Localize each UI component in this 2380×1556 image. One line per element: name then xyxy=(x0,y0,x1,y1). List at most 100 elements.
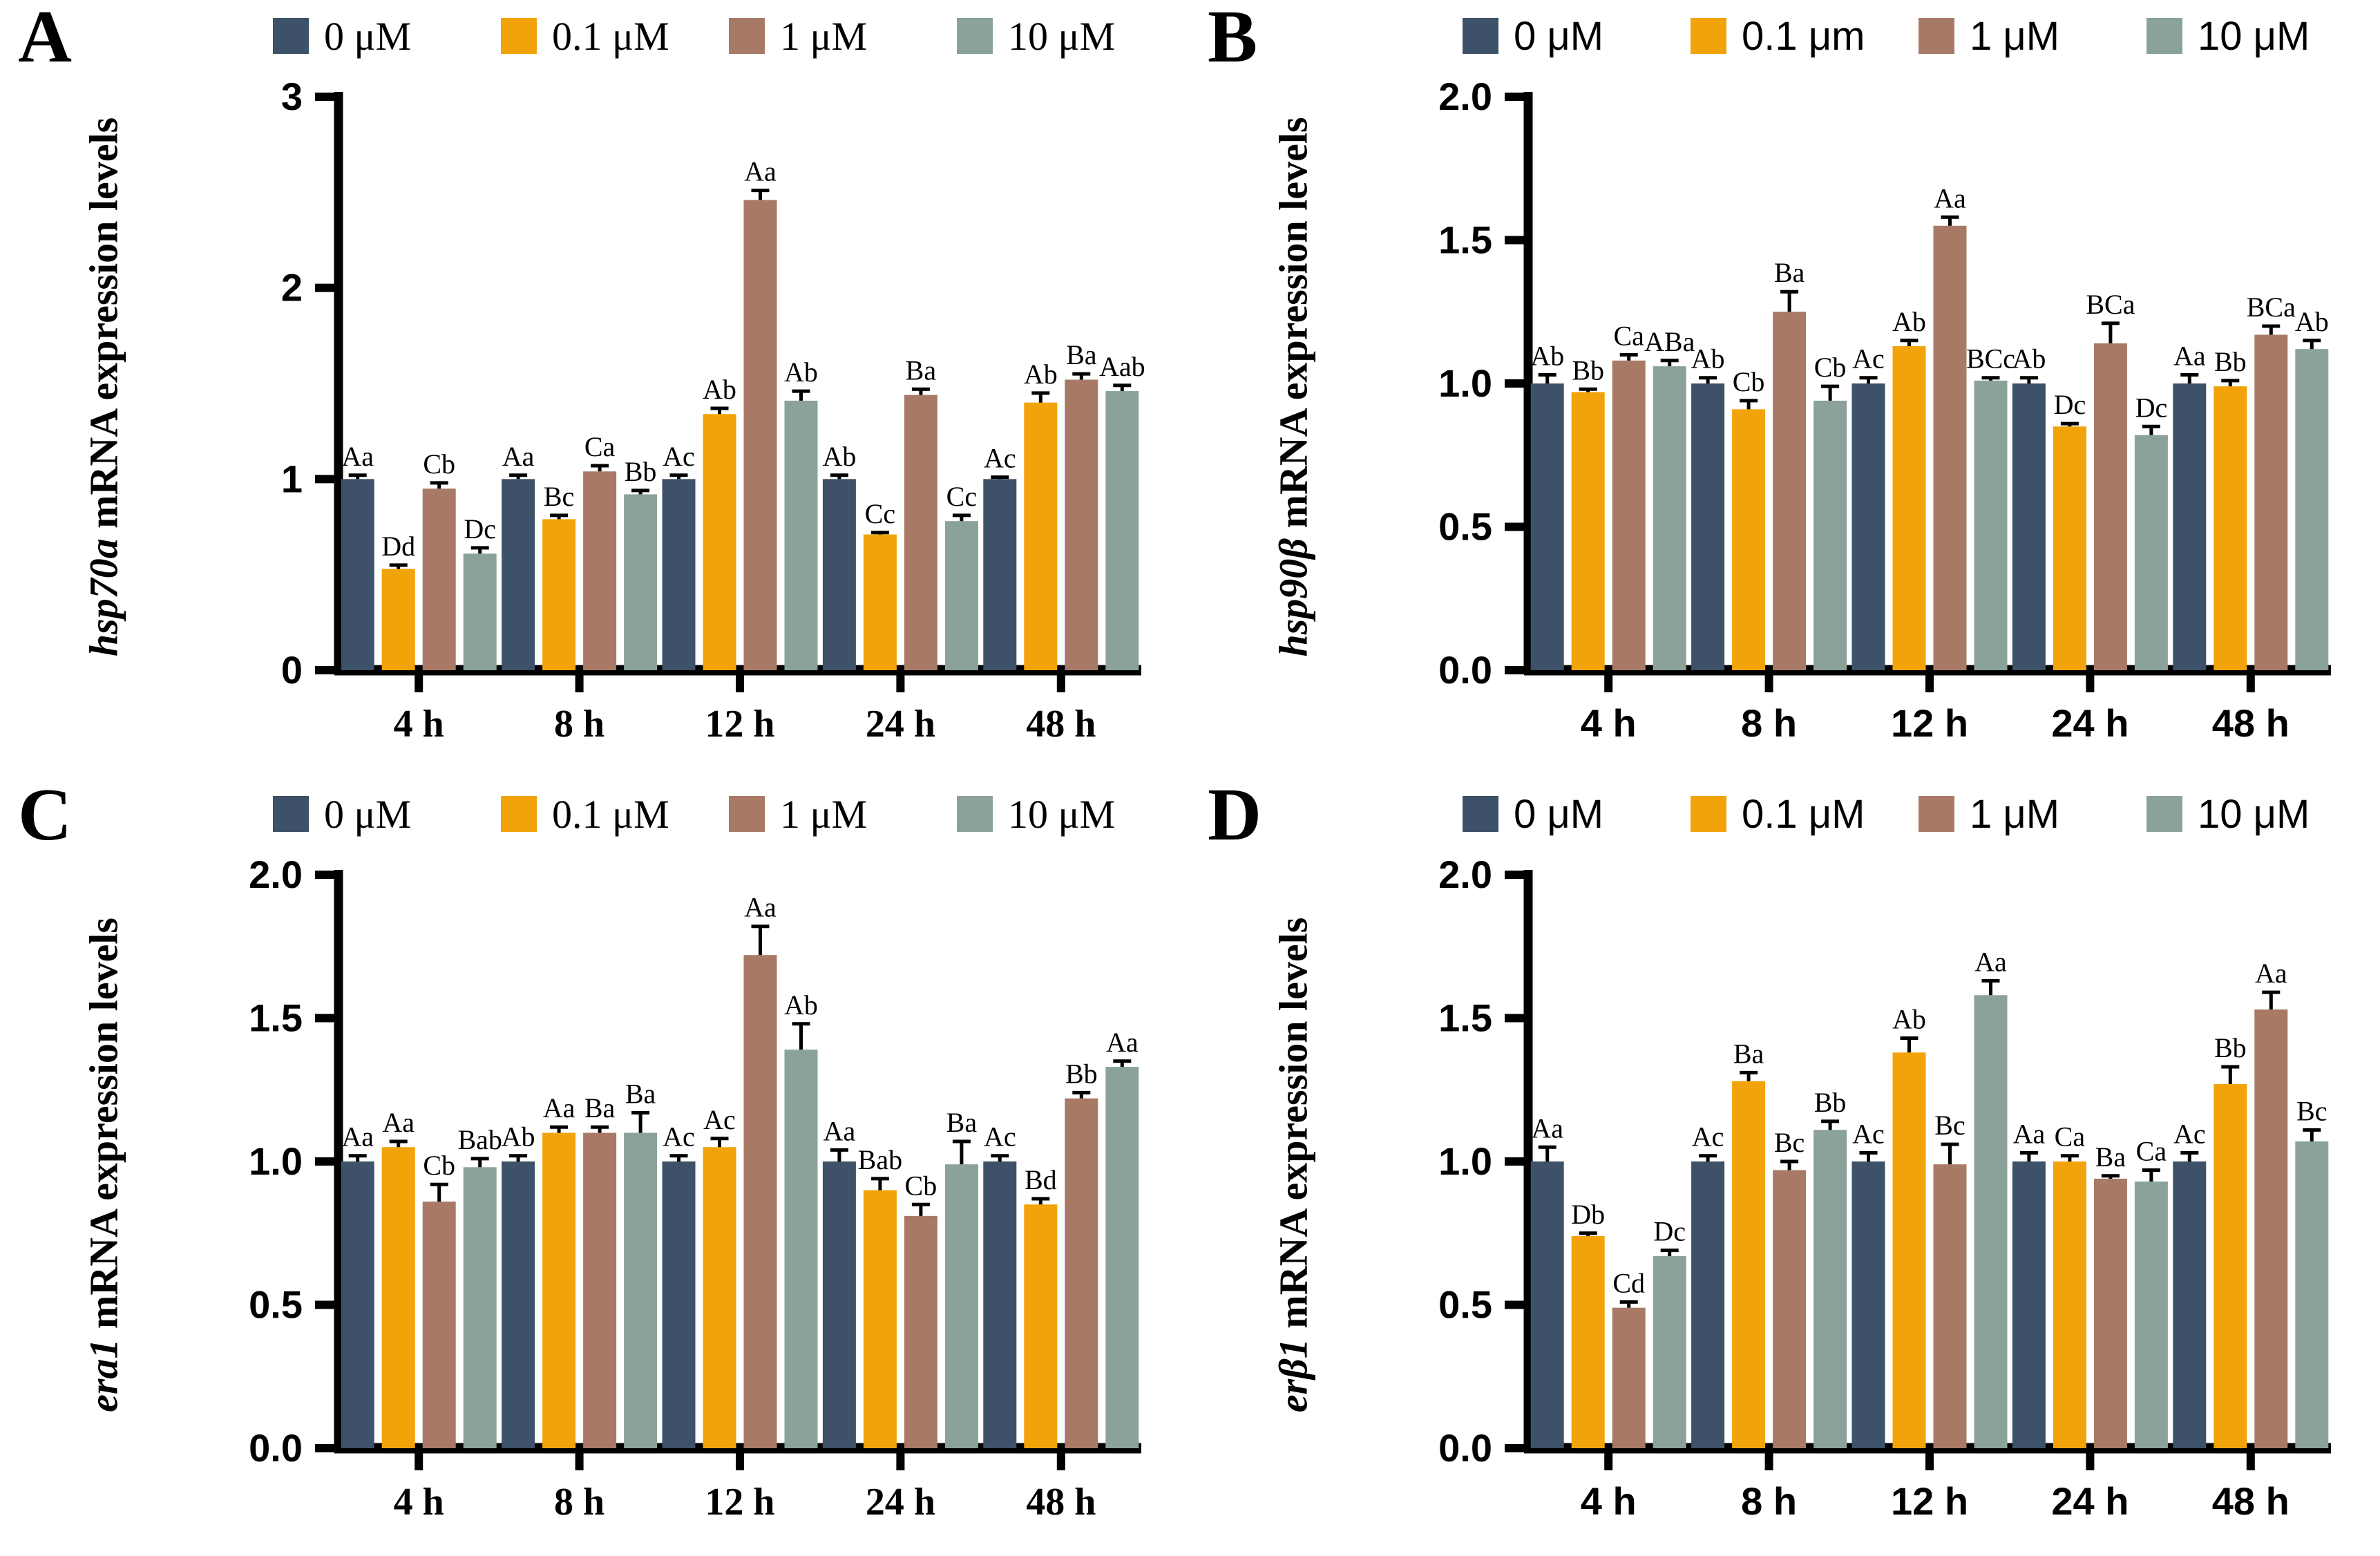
x-tick-label: 12 h xyxy=(705,703,774,746)
sig-letter: Ab xyxy=(502,1121,535,1152)
y-tick-label: 0 xyxy=(281,648,303,692)
legend-label: 1 μM xyxy=(780,792,867,837)
y-tick-label: 1.0 xyxy=(1438,361,1492,405)
legend-swatch xyxy=(1691,18,1726,54)
bar xyxy=(983,479,1017,670)
y-tick-label: 0.5 xyxy=(249,1283,303,1327)
bar xyxy=(703,414,736,670)
bar xyxy=(2012,1161,2046,1448)
bar xyxy=(2053,426,2086,670)
sig-letter: Ab xyxy=(1892,306,1926,337)
bar xyxy=(822,1161,856,1448)
sig-letter: Cc xyxy=(946,481,977,512)
legend-swatch xyxy=(957,796,993,832)
bar xyxy=(2173,383,2207,670)
y-tick-label: 2.0 xyxy=(1438,75,1492,118)
x-tick-label: 24 h xyxy=(866,1481,935,1524)
bar xyxy=(784,1050,818,1448)
y-tick-label: 3 xyxy=(281,75,303,118)
bar xyxy=(624,494,658,670)
bar xyxy=(662,479,696,670)
bar xyxy=(502,1161,535,1448)
sig-letter: Ac xyxy=(1852,343,1885,374)
x-tick-label: 24 h xyxy=(2051,1479,2129,1523)
bar xyxy=(863,534,897,670)
bar xyxy=(2093,343,2127,670)
sig-letter: Dc xyxy=(2135,392,2168,423)
sig-letter: Ab xyxy=(784,357,818,388)
panel-c: C era1 mRNA expression levels 0 μM 0.1 μM… xyxy=(0,778,1190,1556)
bar xyxy=(1530,383,1564,670)
sig-letter: Ba xyxy=(584,1092,616,1123)
bar xyxy=(784,400,818,670)
bar xyxy=(1530,1161,1564,1448)
y-tick-label: 1.5 xyxy=(249,996,303,1040)
bar xyxy=(944,1164,978,1448)
sig-letter: Ab xyxy=(1530,341,1564,372)
sig-letter: Ba xyxy=(906,354,937,386)
gene-name: hsp90β xyxy=(1270,538,1316,657)
y-axis-title-rest: mRNA expression levels xyxy=(1270,117,1316,538)
bar xyxy=(2134,435,2168,670)
legend-label: 10 μM xyxy=(1008,792,1115,837)
bar xyxy=(341,479,374,670)
y-tick-label: 1.5 xyxy=(1438,218,1492,262)
bar xyxy=(1892,1052,1926,1448)
sig-letter: Aa xyxy=(824,1115,856,1146)
bar xyxy=(904,395,937,670)
sig-letter: Bc xyxy=(2296,1095,2327,1126)
sig-letter: Ab xyxy=(784,989,818,1021)
y-tick-label: 1 xyxy=(281,457,303,500)
bar xyxy=(583,471,617,670)
bar xyxy=(1612,1307,1646,1448)
legend-label: 10 μM xyxy=(1008,14,1115,59)
sig-letter: Bc xyxy=(1934,1110,1965,1141)
y-axis-title-rest: mRNA expression levels xyxy=(81,117,126,539)
sig-letter: Cb xyxy=(1733,366,1765,397)
legend-swatch xyxy=(501,796,537,832)
bar xyxy=(2295,1141,2329,1448)
bar xyxy=(743,955,777,1448)
legend-swatch xyxy=(2146,18,2182,54)
sig-letter: Dc xyxy=(2054,389,2086,420)
bar xyxy=(1892,346,1926,670)
sig-letter: Aa xyxy=(1531,1112,1563,1144)
bar xyxy=(863,1190,897,1448)
panel-letter-d: D xyxy=(1208,774,1262,856)
bar xyxy=(1933,1164,1967,1448)
bar xyxy=(1105,1067,1139,1448)
sig-letter: Cb xyxy=(1814,352,1847,383)
sig-letter: Ac xyxy=(663,1121,695,1152)
bar xyxy=(1974,995,2008,1448)
y-tick-label: 2 xyxy=(281,266,303,310)
x-tick-label: 12 h xyxy=(705,1481,774,1524)
sig-letter: Bb xyxy=(1065,1058,1098,1089)
bar xyxy=(662,1161,696,1448)
sig-letter: Dd xyxy=(381,531,415,562)
bar xyxy=(2173,1161,2207,1448)
sig-letter: Ac xyxy=(663,441,695,472)
bar xyxy=(542,519,576,670)
sig-letter: Aa xyxy=(2255,958,2287,989)
legend-swatch xyxy=(1691,796,1726,832)
sig-letter: Cb xyxy=(423,448,455,480)
legend-label: 0 μM xyxy=(1514,14,1603,59)
sig-letter: Aa xyxy=(543,1092,575,1123)
sig-letter: Bc xyxy=(1774,1127,1805,1158)
legend-label: 1 μM xyxy=(1970,14,2059,59)
x-tick-label: 24 h xyxy=(2051,701,2129,745)
sig-letter: Aa xyxy=(744,156,777,187)
legend-swatch xyxy=(729,18,765,54)
bar xyxy=(1653,1255,1686,1448)
bar xyxy=(1024,402,1058,670)
legend-swatch xyxy=(273,18,309,54)
bar xyxy=(1024,1204,1058,1448)
sig-letter: Aa xyxy=(341,1121,374,1152)
bar xyxy=(743,200,777,670)
legend-swatch xyxy=(957,18,993,54)
legend-label: 0.1 μM xyxy=(552,792,669,837)
bar xyxy=(1653,366,1686,670)
bar xyxy=(463,553,497,670)
sig-letter: BCa xyxy=(2086,289,2135,320)
